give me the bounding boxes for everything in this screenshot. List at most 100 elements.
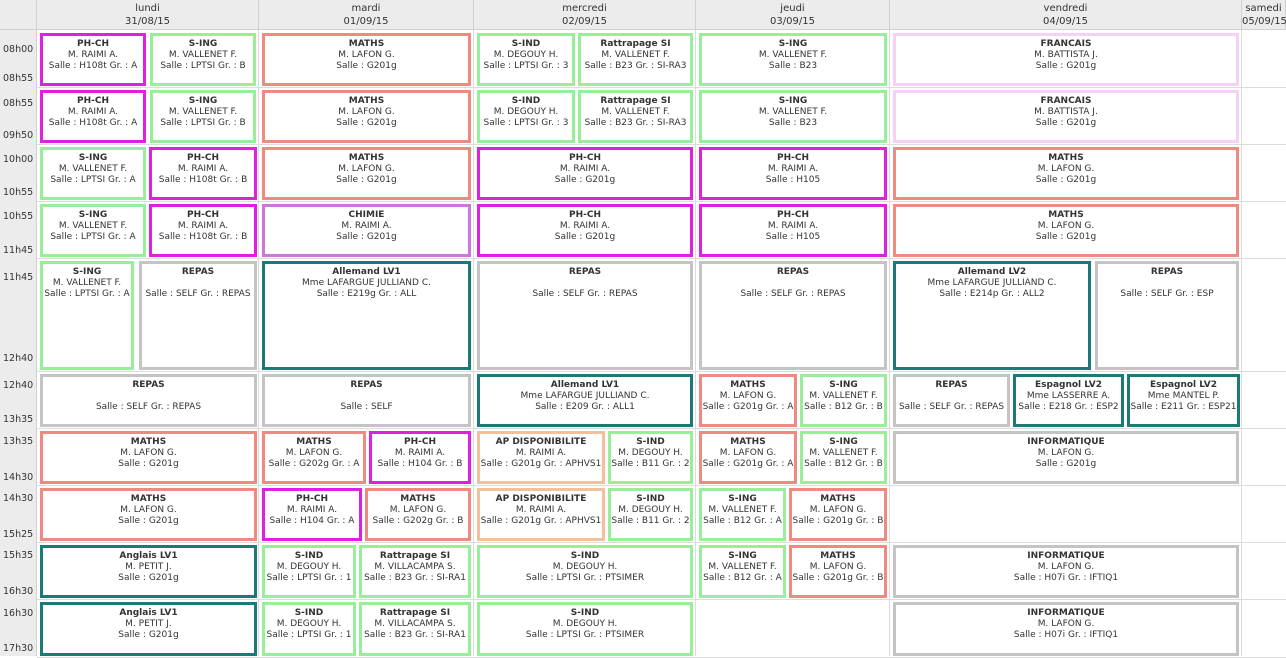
course-room: Salle : LPTSI Gr. : 3 (483, 61, 569, 71)
course-teacher: M. RAIMI A. (394, 448, 446, 458)
time-label: 13h35 (3, 436, 34, 447)
course-subject: AP DISPONIBILITE (495, 494, 587, 504)
course-maths[interactable]: MATHS M. LAFON G. Salle : G201g Gr. : A (699, 431, 797, 484)
course-ph-ch[interactable]: PH-CH M. RAIMI A. Salle : H108t Gr. : A (40, 90, 146, 143)
course-chimie[interactable]: CHIMIE M. RAIMI A. Salle : G201g (262, 204, 471, 257)
course-teacher: M. LAFON G. (338, 107, 395, 117)
course-s-ind[interactable]: S-IND M. DEGOUY H. Salle : LPTSI Gr. : PTS… (477, 545, 693, 598)
course-maths[interactable]: MATHS M. LAFON G. Salle : G201g (40, 431, 257, 484)
course-subject: PH-CH (568, 153, 601, 163)
course-maths[interactable]: MATHS M. LAFON G. Salle : G201g (893, 204, 1239, 257)
course-repas[interactable]: REPAS Salle : SELF Gr. : REPAS (699, 261, 887, 370)
course-subject: MATHS (348, 96, 385, 106)
course-ph-ch[interactable]: PH-CH M. RAIMI A. Salle : H105 (699, 204, 887, 257)
course-espagnol-lv2[interactable]: Espagnol LV2 Mme LASSERRE A. Salle : E218 … (1013, 374, 1124, 427)
course-maths[interactable]: MATHS M. LAFON G. Salle : G201g (262, 147, 471, 200)
course-maths[interactable]: MATHS M. LAFON G. Salle : G201g (893, 147, 1239, 200)
course-s-ind[interactable]: S-IND M. DEGOUY H. Salle : B11 Gr. : 2 (608, 431, 693, 484)
course-francais[interactable]: FRANCAIS M. BATTISTA J. Salle : G201g (893, 90, 1239, 143)
course-s-ing[interactable]: S-ING M. VALLENET F. Salle : LPTSI Gr. : A (40, 261, 134, 370)
course-espagnol-lv2[interactable]: Espagnol LV2 Mme MANTEL P. Salle : E211 Gr… (1127, 374, 1240, 427)
course-s-ind[interactable]: S-IND M. DEGOUY H. Salle : LPTSI Gr. : 3 (477, 90, 575, 143)
course-maths[interactable]: MATHS M. LAFON G. Salle : G201g Gr. : B (789, 488, 887, 541)
course-allemand-lv1[interactable]: Allemand LV1 Mme LAFARGUE JULLIAND C. Sall… (262, 261, 471, 370)
course-ph-ch[interactable]: PH-CH M. RAIMI A. Salle : H104 Gr. : A (262, 488, 362, 541)
course-repas[interactable]: REPAS Salle : SELF Gr. : REPAS (40, 374, 257, 427)
course-room: Salle : H07i Gr. : IFTIQ1 (1013, 573, 1119, 583)
course-maths[interactable]: MATHS M. LAFON G. Salle : G201g (40, 488, 257, 541)
day-date: 05/09/15 (1242, 16, 1286, 27)
course-anglais-lv1[interactable]: Anglais LV1 M. PETIT J. Salle : G201g (40, 602, 257, 656)
course-s-ing[interactable]: S-ING M. VALLENET F. Salle : B23 (699, 90, 887, 143)
course-rattrapage-si[interactable]: Rattrapage SI M. VILLACAMPA S. Salle : B23… (359, 545, 471, 598)
course-ph-ch[interactable]: PH-CH M. RAIMI A. Salle : G201g (477, 147, 693, 200)
day-name: vendredi (1043, 3, 1088, 14)
course-teacher: M. RAIMI A. (177, 164, 229, 174)
grid-vline (695, 30, 696, 656)
course-allemand-lv1[interactable]: Allemand LV1 Mme LAFARGUE JULLIAND C. Sall… (477, 374, 693, 427)
course-repas[interactable]: REPAS Salle : SELF (262, 374, 471, 427)
course-s-ind[interactable]: S-IND M. DEGOUY H. Salle : LPTSI Gr. : 1 (262, 602, 356, 656)
course-maths[interactable]: MATHS M. LAFON G. Salle : G201g (262, 90, 471, 143)
course-s-ing[interactable]: S-ING M. VALLENET F. Salle : B12 Gr. : A (699, 545, 786, 598)
course-subject: MATHS (296, 437, 332, 447)
course-s-ing[interactable]: S-ING M. VALLENET F. Salle : B23 (699, 33, 887, 86)
course-informatique[interactable]: INFORMATIQUE M. LAFON G. Salle : H07i Gr. … (893, 602, 1239, 656)
course-maths[interactable]: MATHS M. LAFON G. Salle : G202g Gr. : B (365, 488, 471, 541)
course-ph-ch[interactable]: PH-CH M. RAIMI A. Salle : H108t Gr. : B (149, 147, 257, 200)
course-subject: MATHS (348, 153, 385, 163)
course-subject: INFORMATIQUE (1027, 608, 1105, 618)
course-rattrapage-si[interactable]: Rattrapage SI M. VALLENET F. Salle : B23 G… (578, 33, 693, 86)
course-ap-disponibilite[interactable]: AP DISPONIBILITE M. RAIMI A. Salle : G201g… (477, 431, 605, 484)
day-date: 03/09/15 (770, 16, 815, 27)
course-repas[interactable]: REPAS Salle : SELF Gr. : REPAS (139, 261, 257, 370)
course-francais[interactable]: FRANCAIS M. BATTISTA J. Salle : G201g (893, 33, 1239, 86)
course-teacher: M. VALLENET F. (809, 448, 878, 458)
course-s-ing[interactable]: S-ING M. VALLENET F. Salle : LPTSI Gr. : A (40, 204, 146, 257)
course-maths[interactable]: MATHS M. LAFON G. Salle : G201g (262, 33, 471, 86)
course-maths[interactable]: MATHS M. LAFON G. Salle : G201g Gr. : B (789, 545, 887, 598)
course-repas[interactable]: REPAS Salle : SELF Gr. : REPAS (477, 261, 693, 370)
day-header-mercredi: mercredi 02/09/15 (474, 0, 696, 30)
course-s-ind[interactable]: S-IND M. DEGOUY H. Salle : B11 Gr. : 2 (608, 488, 693, 541)
time-label: 10h55 (3, 211, 34, 222)
course-repas[interactable]: REPAS Salle : SELF Gr. : ESP (1095, 261, 1239, 370)
time-column (0, 30, 37, 656)
course-room: Salle : LPTSI Gr. : B (160, 61, 246, 71)
course-room: Salle : G201g (1035, 232, 1097, 242)
course-s-ind[interactable]: S-IND M. DEGOUY H. Salle : LPTSI Gr. : PTS… (477, 602, 693, 656)
course-subject: MATHS (1048, 210, 1084, 220)
course-ap-disponibilite[interactable]: AP DISPONIBILITE M. RAIMI A. Salle : G201g… (477, 488, 605, 541)
course-s-ing[interactable]: S-ING M. VALLENET F. Salle : B12 Gr. : B (800, 431, 887, 484)
course-teacher: M. PETIT J. (125, 619, 172, 629)
course-ph-ch[interactable]: PH-CH M. RAIMI A. Salle : H108t Gr. : B (149, 204, 257, 257)
course-s-ing[interactable]: S-ING M. VALLENET F. Salle : B12 Gr. : A (699, 488, 786, 541)
course-teacher: M. RAIMI A. (286, 505, 338, 515)
course-ph-ch[interactable]: PH-CH M. RAIMI A. Salle : H108t Gr. : A (40, 33, 146, 86)
course-rattrapage-si[interactable]: Rattrapage SI M. VALLENET F. Salle : B23 G… (578, 90, 693, 143)
course-s-ing[interactable]: S-ING M. VALLENET F. Salle : LPTSI Gr. : B (150, 33, 256, 86)
course-teacher (896, 391, 1007, 402)
course-s-ind[interactable]: S-IND M. DEGOUY H. Salle : LPTSI Gr. : 1 (262, 545, 356, 598)
course-subject: Rattrapage SI (600, 39, 671, 49)
course-s-ing[interactable]: S-ING M. VALLENET F. Salle : B12 Gr. : B (800, 374, 887, 427)
day-date: 02/09/15 (562, 16, 607, 27)
course-allemand-lv2[interactable]: Allemand LV2 Mme LAFARGUE JULLIAND C. Sall… (893, 261, 1091, 370)
course-anglais-lv1[interactable]: Anglais LV1 M. PETIT J. Salle : G201g (40, 545, 257, 598)
course-subject: S-IND (570, 608, 600, 618)
course-repas[interactable]: REPAS Salle : SELF Gr. : REPAS (893, 374, 1010, 427)
course-subject: MATHS (400, 494, 436, 504)
course-informatique[interactable]: INFORMATIQUE M. LAFON G. Salle : G201g (893, 431, 1239, 484)
course-s-ind[interactable]: S-IND M. DEGOUY H. Salle : LPTSI Gr. : 3 (477, 33, 575, 86)
course-ph-ch[interactable]: PH-CH M. RAIMI A. Salle : G201g (477, 204, 693, 257)
course-ph-ch[interactable]: PH-CH M. RAIMI A. Salle : H104 Gr. : B (369, 431, 471, 484)
course-ph-ch[interactable]: PH-CH M. RAIMI A. Salle : H105 (699, 147, 887, 200)
course-s-ing[interactable]: S-ING M. VALLENET F. Salle : LPTSI Gr. : B (150, 90, 256, 143)
course-subject: CHIMIE (348, 210, 385, 220)
course-s-ing[interactable]: S-ING M. VALLENET F. Salle : LPTSI Gr. : A (40, 147, 146, 200)
course-informatique[interactable]: INFORMATIQUE M. LAFON G. Salle : H07i Gr. … (893, 545, 1239, 598)
course-maths[interactable]: MATHS M. LAFON G. Salle : G202g Gr. : A (262, 431, 366, 484)
course-teacher: M. LAFON G. (338, 50, 395, 60)
course-maths[interactable]: MATHS M. LAFON G. Salle : G201g Gr. : A (699, 374, 797, 427)
course-rattrapage-si[interactable]: Rattrapage SI M. VILLACAMPA S. Salle : B23… (359, 602, 471, 656)
